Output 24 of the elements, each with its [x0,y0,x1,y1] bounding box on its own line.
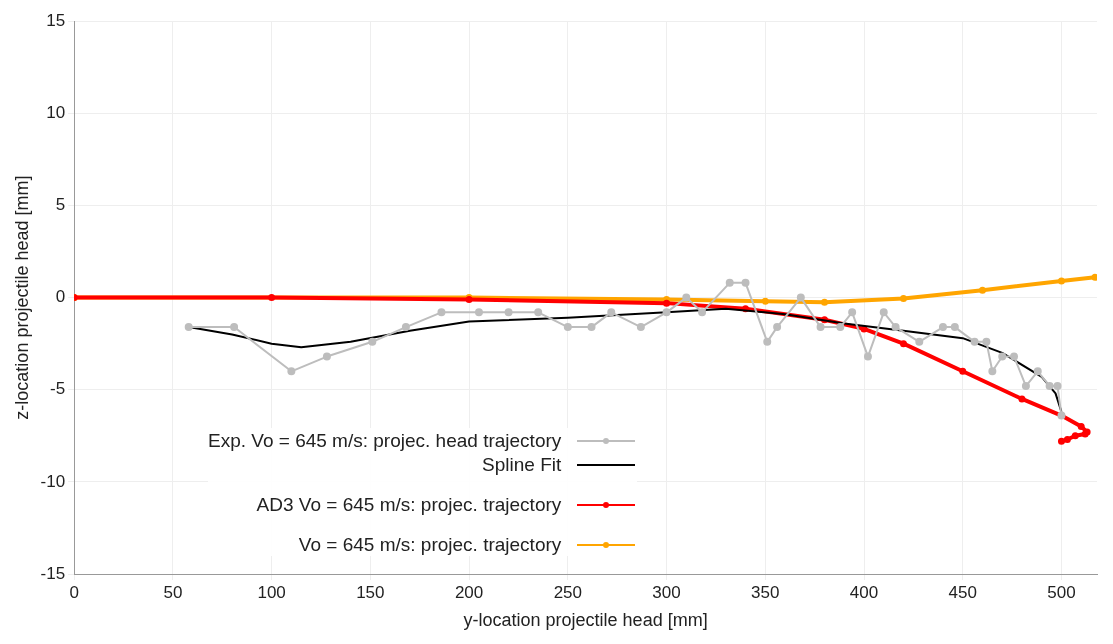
x-tick-label: 0 [69,582,79,602]
x-tick-label: 100 [257,582,286,602]
x-tick-label: 300 [652,582,681,602]
y-axis-title: z-location projectile head [mm] [11,175,32,420]
y-tick-label: -15 [40,563,66,583]
x-tick-label: 150 [356,582,385,602]
x-tick-label: 400 [849,582,879,602]
y-tick-label: -10 [40,471,66,491]
y-tick-label: 5 [55,195,66,215]
legend-label: Spline Fit [482,454,562,476]
x-tick-label: 250 [553,582,582,602]
x-tick-label: 200 [454,582,484,602]
x-tick-label: 500 [1047,582,1076,602]
y-tick-label: -5 [50,379,66,399]
x-axis-title: y-location projectile head [mm] [463,610,708,631]
x-tick-label: 50 [163,582,183,602]
y-tick-label: 10 [46,103,66,123]
legend-label: Exp. Vo = 645 m/s: projec. head trajectory [208,430,562,452]
x-tick-label: 350 [751,582,780,602]
y-tick-label: 15 [46,10,66,30]
y-tick-label: 0 [55,287,66,307]
legend-label: AD3 Vo = 645 m/s: projec. trajectory [256,494,562,516]
x-tick-label: 450 [948,582,977,602]
legend-label: Vo = 645 m/s: projec. trajectory [298,534,562,556]
